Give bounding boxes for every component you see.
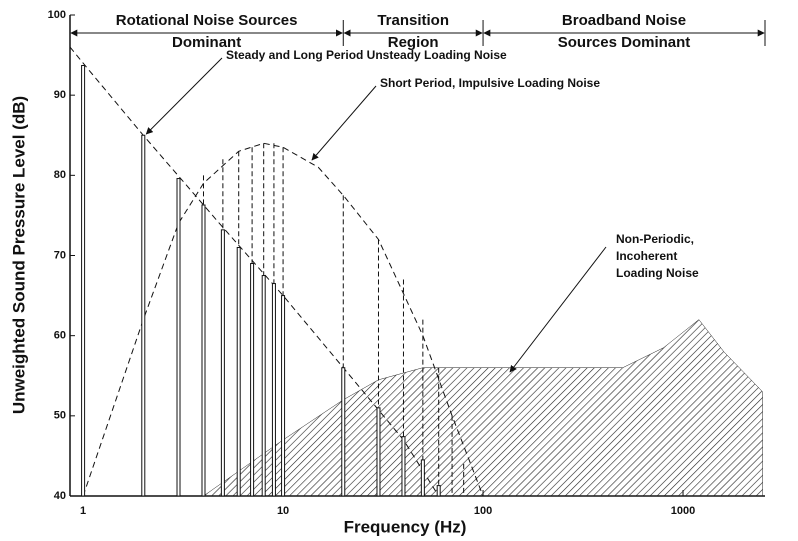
- annotation-text: Non-Periodic,: [616, 232, 694, 246]
- spectral-line: [81, 65, 86, 497]
- spectral-line: [220, 229, 225, 497]
- y-tick-label: 100: [48, 9, 66, 21]
- spectral-line: [271, 283, 276, 497]
- region-label: Broadband Noise: [562, 12, 686, 29]
- spectral-line: [401, 436, 406, 497]
- y-tick-label: 80: [54, 169, 66, 181]
- y-tick-label: 90: [54, 89, 66, 101]
- annotation-text: Short Period, Impulsive Loading Noise: [380, 76, 600, 90]
- region-label: Transition: [377, 12, 449, 29]
- spectral-line: [341, 367, 346, 497]
- spectral-line: [250, 263, 255, 497]
- y-tick-label: 50: [54, 410, 66, 422]
- spectral-line: [201, 204, 206, 497]
- annotation-text: Incoherent: [616, 249, 677, 263]
- y-axis-label: Unweighted Sound Pressure Level (dB): [9, 96, 28, 414]
- y-tick-label: 70: [54, 249, 66, 261]
- annotation-arrow: [509, 246, 607, 373]
- x-axis-label: Frequency (Hz): [344, 517, 467, 536]
- x-tick-label: 10: [277, 505, 289, 517]
- y-tick-label: 40: [54, 490, 66, 502]
- spectral-line: [420, 459, 425, 497]
- spectral-line: [141, 134, 146, 497]
- annotation-text: Loading Noise: [616, 266, 699, 280]
- envelope-curve: [69, 46, 440, 497]
- spectral-line: [376, 407, 381, 497]
- spectral-line: [236, 246, 241, 497]
- spectral-line: [176, 178, 181, 497]
- region-label: Rotational Noise Sources: [116, 12, 298, 29]
- x-tick-label: 100: [474, 505, 492, 517]
- broadband-area: [202, 319, 763, 497]
- annotation-arrow: [145, 57, 223, 135]
- annotation-arrow: [311, 85, 377, 161]
- y-tick-label: 60: [54, 330, 66, 342]
- x-tick-label: 1000: [671, 505, 695, 517]
- region-label: Region: [388, 34, 439, 51]
- annotation-text: Steady and Long Period Unsteady Loading …: [226, 48, 507, 62]
- region-label: Sources Dominant: [558, 34, 691, 51]
- spectral-line: [261, 275, 266, 497]
- region-label: Dominant: [172, 34, 241, 51]
- spectral-line: [281, 295, 286, 497]
- spectral-line: [436, 485, 441, 497]
- x-tick-label: 1: [80, 505, 86, 517]
